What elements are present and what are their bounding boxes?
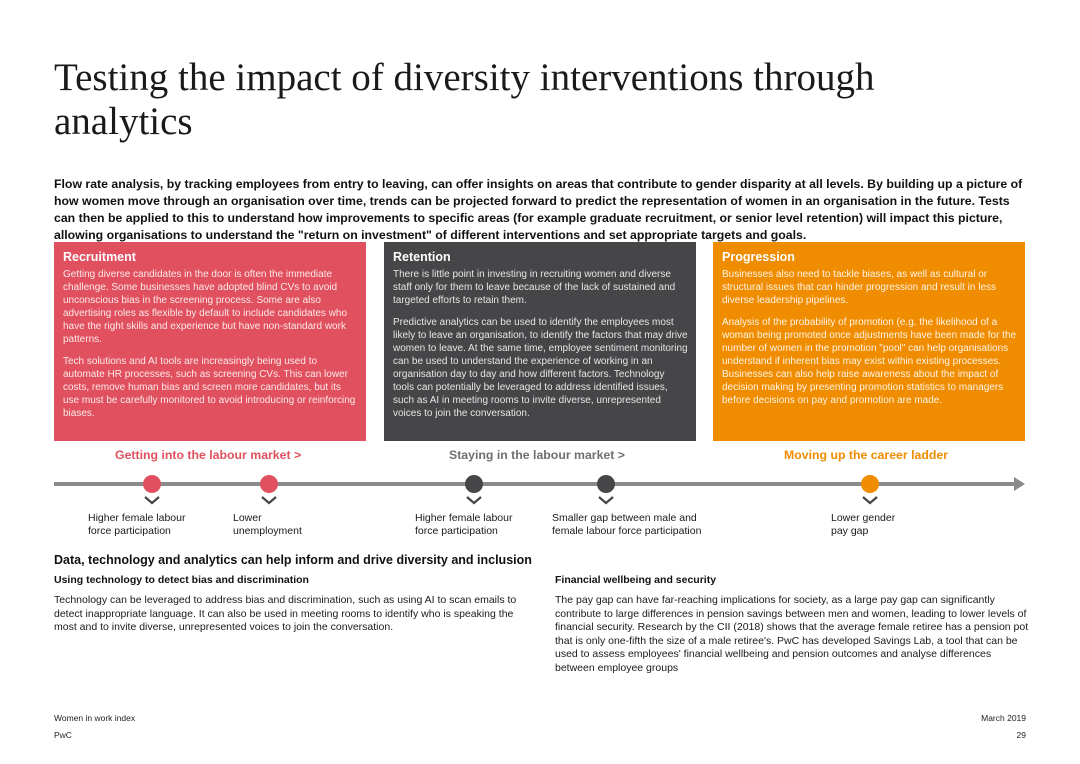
chevron-down-icon [466, 496, 482, 505]
milestone-label-1: Higher female labour force participation [88, 512, 186, 537]
timeline-line [54, 482, 1016, 486]
footer-brand: PwC [54, 730, 72, 740]
milestone-dot-5 [861, 475, 879, 493]
progression-text-2: Analysis of the probability of promotion… [722, 317, 1017, 406]
footer-publication: Women in work index [54, 713, 136, 723]
retention-box: Retention There is little point in inves… [384, 242, 696, 441]
chevron-down-icon [598, 496, 614, 505]
recruitment-box: Recruitment Getting diverse candidates i… [54, 242, 366, 441]
progression-heading: Progression [722, 250, 795, 264]
progression-box: Progression Businesses also need to tack… [713, 242, 1025, 441]
milestone-dot-4 [597, 475, 615, 493]
column-heading-financial: Financial wellbeing and security [555, 574, 717, 586]
retention-text-2: Predictive analytics can be used to iden… [393, 317, 688, 419]
footer-page-number: 29 [1016, 730, 1026, 740]
progression-text-1: Businesses also need to tackle biases, a… [722, 269, 997, 306]
timeline-arrow-icon [1014, 477, 1025, 491]
stage-label-labour-market-entry: Getting into the labour market > [115, 448, 302, 462]
chevron-down-icon [144, 496, 160, 505]
chevron-down-icon [261, 496, 277, 505]
chevron-down-icon [862, 496, 878, 505]
milestone-dot-3 [465, 475, 483, 493]
retention-text-1: There is little point in investing in re… [393, 269, 676, 306]
retention-heading: Retention [393, 250, 451, 264]
milestone-label-4: Smaller gap between male and female labo… [552, 512, 702, 537]
page-title: Testing the impact of diversity interven… [54, 56, 875, 143]
footer-date: March 2019 [981, 713, 1026, 723]
recruitment-text-2: Tech solutions and AI tools are increasi… [63, 356, 356, 419]
milestone-dot-1 [143, 475, 161, 493]
milestone-label-3: Higher female labour force participation [415, 512, 513, 537]
milestone-label-2: Lower unemployment [233, 512, 302, 537]
section-heading: Data, technology and analytics can help … [54, 553, 532, 567]
recruitment-heading: Recruitment [63, 250, 136, 264]
stage-label-labour-market-stay: Staying in the labour market > [449, 448, 625, 462]
column-text-financial: The pay gap can have far-reaching implic… [555, 594, 1029, 674]
intro-paragraph: Flow rate analysis, by tracking employee… [54, 177, 1023, 242]
column-text-bias: Technology can be leveraged to address b… [54, 594, 517, 633]
milestone-dot-2 [260, 475, 278, 493]
stage-label-career-ladder: Moving up the career ladder [784, 448, 948, 462]
recruitment-text-1: Getting diverse candidates in the door i… [63, 269, 348, 345]
milestone-label-5: Lower gender pay gap [831, 512, 896, 537]
column-heading-bias: Using technology to detect bias and disc… [54, 574, 309, 586]
